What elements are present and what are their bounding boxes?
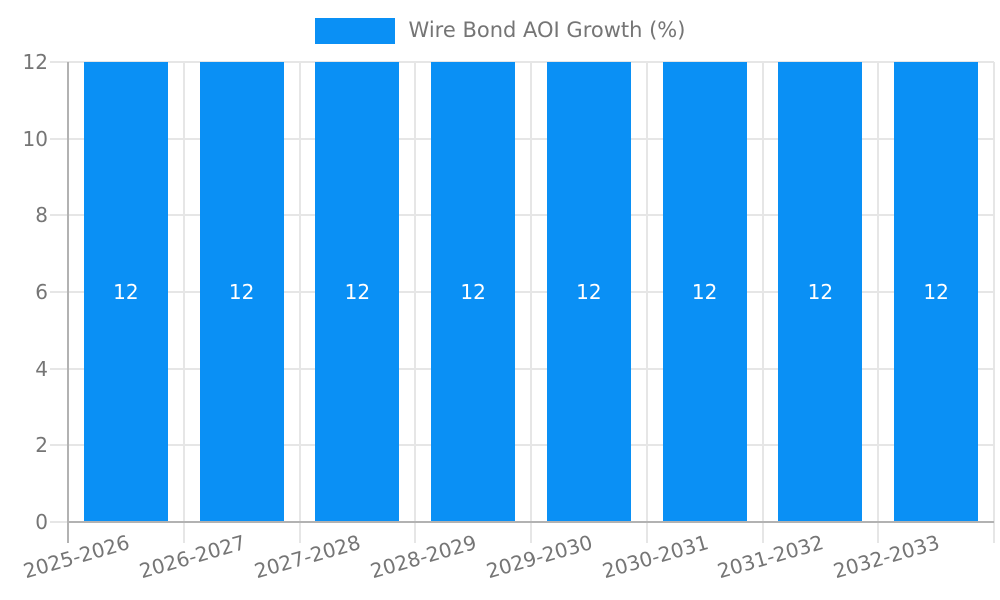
v-gridline — [530, 62, 532, 543]
bar[interactable] — [315, 62, 400, 522]
y-axis-line — [67, 62, 69, 543]
x-tick-label: 2027-2028 — [252, 530, 364, 584]
x-tick-label: 2025-2026 — [20, 530, 132, 584]
legend-label[interactable]: Wire Bond AOI Growth (%) — [408, 18, 686, 43]
x-axis-line — [68, 521, 994, 523]
v-gridline — [761, 62, 764, 543]
x-tick-label: 2028-2029 — [367, 530, 480, 584]
x-tick-label: 2031-2032 — [715, 530, 827, 584]
bar-value-label: 12 — [344, 280, 371, 304]
bar[interactable] — [778, 62, 863, 522]
y-tick-label: 0 — [35, 510, 48, 534]
bar-value-label: 12 — [228, 280, 255, 304]
bar[interactable] — [83, 62, 168, 522]
v-gridline — [298, 62, 301, 543]
bar[interactable] — [431, 62, 516, 522]
y-tick-mark — [50, 444, 68, 447]
bar-value-label: 12 — [807, 280, 834, 304]
y-tick-mark — [50, 214, 68, 217]
y-tick-label: 8 — [35, 203, 48, 228]
y-tick-label: 2 — [35, 433, 48, 458]
bar[interactable] — [662, 62, 747, 522]
y-tick-mark — [50, 61, 68, 63]
y-tick-label: 6 — [35, 280, 48, 304]
bar-value-label: 12 — [113, 280, 139, 304]
legend-swatch[interactable] — [314, 18, 395, 44]
plot-area: 0 2 4 6 8 10 12 12 12 12 12 12 12 12 12 2025-2026 2026-2… — [21, 52, 995, 583]
v-gridline — [993, 62, 995, 543]
x-tick-label: 2032-2033 — [830, 530, 943, 584]
bar-value-label: 12 — [576, 280, 602, 304]
v-gridline — [645, 62, 648, 543]
y-tick-mark — [50, 521, 68, 523]
x-tick-label: 2026-2027 — [136, 530, 248, 584]
x-tick-label: 2029-2030 — [483, 530, 595, 584]
bar[interactable] — [199, 62, 284, 522]
v-gridline — [877, 62, 880, 543]
y-tick-label: 10 — [22, 126, 48, 151]
y-tick-mark — [50, 367, 68, 370]
v-gridline — [182, 62, 185, 543]
bar-value-label: 12 — [923, 280, 949, 304]
bar-value-label: 12 — [691, 280, 718, 304]
x-tick-label: 2030-2031 — [599, 530, 711, 584]
y-tick-label: 4 — [35, 356, 48, 381]
v-gridline — [414, 62, 417, 543]
bar-value-label: 12 — [460, 280, 486, 304]
y-tick-mark — [50, 137, 68, 140]
bar[interactable] — [546, 62, 631, 522]
bar[interactable] — [894, 62, 979, 522]
legend[interactable]: Wire Bond AOI Growth (%) — [0, 16, 1000, 46]
y-tick-label: 12 — [22, 50, 48, 74]
y-tick-mark — [50, 291, 68, 293]
